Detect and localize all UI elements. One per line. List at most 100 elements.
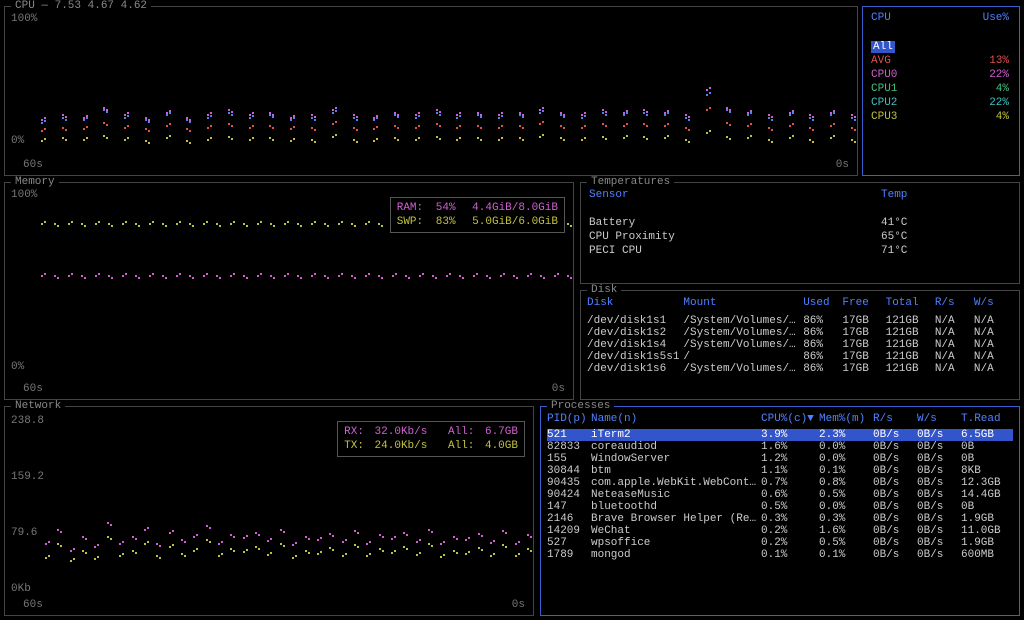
cpu-x-left: 60s	[23, 159, 43, 171]
table-row[interactable]: 14209WeChat0.2%1.6%0B/s0B/s11.0GB	[547, 525, 1013, 537]
proc-cell: 0B/s	[873, 465, 917, 477]
table-row[interactable]: 90435com.apple.WebKit.WebContent0.7%0.8%…	[547, 477, 1013, 489]
cpu-legend-hdr-use: Use%	[983, 12, 1009, 24]
table-row: /dev/disk1s4/System/Volumes/…86%17GB121G…	[587, 339, 1013, 351]
disk-col[interactable]: Mount	[683, 297, 803, 315]
table-row[interactable]: 90424NeteaseMusic0.6%0.5%0B/s0B/s14.4GB	[547, 489, 1013, 501]
proc-cell: 0.2%	[761, 537, 819, 549]
temp-value: 65°C	[881, 231, 907, 243]
proc-col[interactable]: R/s	[873, 413, 917, 429]
net-tx-all: 4.0GB	[485, 440, 518, 452]
memory-panel: Memory 100% 0% 60s 0s RAM: 54% 4.4GiB/8.…	[4, 182, 574, 400]
table-row[interactable]: 521iTerm23.9%2.3%0B/s0B/s6.5GB	[547, 429, 1013, 441]
disk-cell: 86%	[803, 315, 842, 327]
disk-cell: 17GB	[842, 315, 885, 327]
table-row: /dev/disk1s6/System/Volumes/…86%17GB121G…	[587, 363, 1013, 375]
mem-ram-label: RAM:	[397, 202, 423, 214]
cpu-legend-label: CPU2	[871, 97, 897, 109]
proc-cell: 147	[547, 501, 591, 513]
proc-cell: 0B/s	[873, 429, 917, 441]
disk-cell: /System/Volumes/…	[683, 339, 803, 351]
cpu-legend-hdr-cpu: CPU	[871, 12, 891, 24]
proc-cell: 0B	[961, 501, 1013, 513]
proc-col[interactable]: PID(p)	[547, 413, 591, 429]
disk-col[interactable]: Disk	[587, 297, 683, 315]
disk-col[interactable]: W/s	[974, 297, 1013, 315]
disk-cell: 86%	[803, 363, 842, 375]
proc-cell: 0B/s	[873, 513, 917, 525]
table-row[interactable]: 2146Brave Browser Helper (Rende…0.3%0.3%…	[547, 513, 1013, 525]
table-row[interactable]: 1789mongod0.1%0.1%0B/s0B/s600MB	[547, 549, 1013, 561]
disk-table: DiskMountUsedFreeTotalR/sW/s /dev/disk1s…	[587, 297, 1013, 375]
proc-cell: 90435	[547, 477, 591, 489]
disk-cell: /System/Volumes/…	[683, 363, 803, 375]
disk-cell: N/A	[974, 339, 1013, 351]
proc-cell: 0.8%	[819, 477, 873, 489]
disk-col[interactable]: Used	[803, 297, 842, 315]
table-row[interactable]: 527wpsoffice0.2%0.5%0B/s0B/s1.9GB	[547, 537, 1013, 549]
proc-cell: 1.9GB	[961, 513, 1013, 525]
processes-table[interactable]: PID(p)Name(n)CPU%(c)▼Mem%(m)R/sW/sT.Read…	[547, 413, 1013, 561]
proc-cell: 0B/s	[917, 537, 961, 549]
disk-cell: N/A	[935, 327, 974, 339]
processes-panel[interactable]: Processes PID(p)Name(n)CPU%(c)▼Mem%(m)R/…	[540, 406, 1020, 616]
proc-col[interactable]: T.Read	[961, 413, 1013, 429]
proc-cell: 1.6%	[819, 525, 873, 537]
proc-cell: 0.3%	[819, 513, 873, 525]
net-rx-rate: 32.0Kb/s	[375, 426, 428, 438]
proc-cell: 82833	[547, 441, 591, 453]
table-row[interactable]: 82833coreaudiod1.6%0.0%0B/s0B/s0B	[547, 441, 1013, 453]
proc-cell: 0B/s	[873, 549, 917, 561]
mem-y-bot: 0%	[11, 361, 24, 373]
cpu-x-right: 0s	[836, 159, 849, 171]
proc-cell: mongod	[591, 549, 761, 561]
table-row: /dev/disk1s5s1/86%17GB121GBN/AN/A	[587, 351, 1013, 363]
net-y-label: 238.8	[11, 415, 44, 427]
cpu-legend-label: CPU1	[871, 83, 897, 95]
disk-cell: /dev/disk1s4	[587, 339, 683, 351]
cpu-chart	[41, 17, 851, 145]
memory-title: Memory	[11, 176, 59, 188]
proc-col[interactable]: Mem%(m)	[819, 413, 873, 429]
mem-swp-val: 5.0GiB/6.0GiB	[472, 216, 558, 228]
disk-col[interactable]: Total	[886, 297, 935, 315]
proc-cell: 0B/s	[917, 429, 961, 441]
proc-cell: 0B/s	[873, 525, 917, 537]
proc-cell: 90424	[547, 489, 591, 501]
disk-col[interactable]: Free	[842, 297, 885, 315]
proc-col[interactable]: CPU%(c)▼	[761, 413, 819, 429]
proc-cell: 12.3GB	[961, 477, 1013, 489]
proc-col[interactable]: Name(n)	[591, 413, 761, 429]
processes-title: Processes	[547, 400, 614, 412]
cpu-legend-value: 4%	[996, 111, 1009, 123]
net-rx-all-lbl: All:	[448, 426, 474, 438]
proc-cell: 527	[547, 537, 591, 549]
disk-cell: /System/Volumes/…	[683, 315, 803, 327]
cpu-legend-panel[interactable]: CPU Use% AllAVG13%CPU022%CPU14%CPU222%CP…	[862, 6, 1020, 176]
disk-cell: N/A	[935, 363, 974, 375]
disk-cell: /dev/disk1s6	[587, 363, 683, 375]
proc-cell: 155	[547, 453, 591, 465]
table-row[interactable]: 147bluetoothd0.5%0.0%0B/s0B/s0B	[547, 501, 1013, 513]
proc-col[interactable]: W/s	[917, 413, 961, 429]
proc-cell: Brave Browser Helper (Rende…	[591, 513, 761, 525]
proc-cell: wpsoffice	[591, 537, 761, 549]
proc-cell: coreaudiod	[591, 441, 761, 453]
network-legend: RX: 32.0Kb/s All: 6.7GB TX: 24.0Kb/s All…	[337, 421, 525, 457]
table-row[interactable]: 30844btm1.1%0.1%0B/s0B/s8KB	[547, 465, 1013, 477]
proc-cell: 0.5%	[819, 537, 873, 549]
mem-ram-val: 4.4GiB/8.0GiB	[472, 202, 558, 214]
proc-cell: WindowServer	[591, 453, 761, 465]
proc-cell: bluetoothd	[591, 501, 761, 513]
proc-cell: iTerm2	[591, 429, 761, 441]
disk-cell: 17GB	[842, 327, 885, 339]
proc-cell: 0B	[961, 453, 1013, 465]
table-row[interactable]: 155WindowServer1.2%0.0%0B/s0B/s0B	[547, 453, 1013, 465]
disk-panel: Disk DiskMountUsedFreeTotalR/sW/s /dev/d…	[580, 290, 1020, 400]
disk-col[interactable]: R/s	[935, 297, 974, 315]
disk-cell: N/A	[974, 351, 1013, 363]
disk-cell: 121GB	[886, 363, 935, 375]
net-tx-label: TX:	[344, 440, 364, 452]
proc-cell: 1.6%	[761, 441, 819, 453]
proc-cell: 0.0%	[819, 441, 873, 453]
